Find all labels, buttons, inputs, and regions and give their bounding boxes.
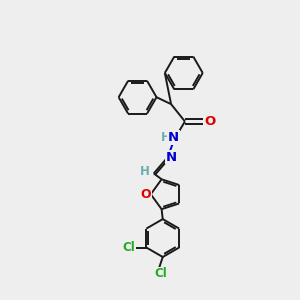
Text: O: O [204, 115, 215, 128]
Text: H: H [140, 165, 150, 178]
Text: N: N [168, 131, 179, 144]
Text: N: N [166, 151, 177, 164]
Text: Cl: Cl [123, 241, 135, 254]
Text: H: H [161, 131, 171, 144]
Text: Cl: Cl [154, 267, 167, 280]
Text: O: O [141, 188, 152, 201]
